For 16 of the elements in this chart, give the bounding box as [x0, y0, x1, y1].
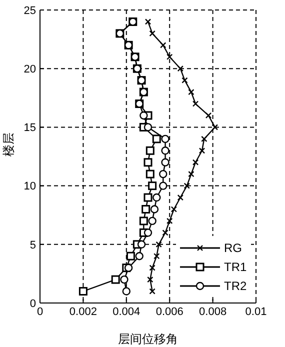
- x-tick-label: 0.01: [245, 306, 267, 318]
- y-tick-label: 0: [30, 298, 36, 310]
- x-axis-title: 层间位移角: [118, 332, 178, 346]
- legend-label: TR2: [224, 278, 247, 292]
- y-tick-label: 15: [24, 122, 36, 134]
- y-axis-title: 楼层: [1, 132, 16, 156]
- legend-label: TR1: [224, 260, 247, 274]
- x-tick-label: 0.002: [69, 306, 97, 318]
- y-tick-label: 25: [24, 4, 36, 17]
- y-tick-label: 10: [24, 180, 36, 193]
- x-tick-label: 0.006: [156, 306, 184, 318]
- y-tick-label: 20: [24, 64, 36, 76]
- legend-label: RG: [224, 240, 242, 254]
- x-tick-label: 0.008: [199, 306, 227, 318]
- x-tick-label: 0.004: [112, 306, 140, 318]
- y-tick-label: 5: [30, 239, 36, 252]
